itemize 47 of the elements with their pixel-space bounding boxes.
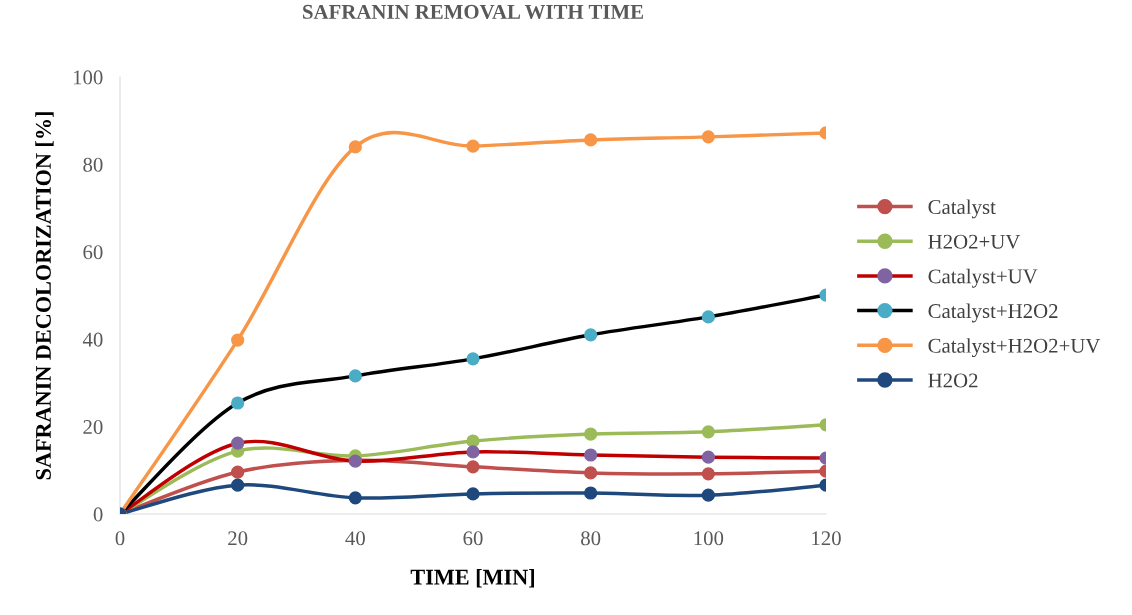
point bbox=[348, 491, 362, 505]
point bbox=[701, 450, 715, 464]
point bbox=[584, 486, 598, 500]
point bbox=[584, 328, 598, 342]
point bbox=[466, 445, 480, 459]
point bbox=[231, 465, 245, 479]
point bbox=[466, 487, 480, 501]
point bbox=[701, 488, 715, 502]
point bbox=[584, 427, 598, 441]
point bbox=[348, 369, 362, 383]
point bbox=[231, 333, 245, 347]
point bbox=[348, 140, 362, 154]
point bbox=[701, 130, 715, 144]
x-tick-label: 100 bbox=[694, 531, 724, 546]
legend-label: H2O2 bbox=[928, 373, 978, 388]
x-tick-label: 80 bbox=[581, 531, 601, 546]
x-tick-label: 0 bbox=[115, 531, 125, 546]
y-tick-label: 100 bbox=[73, 70, 103, 85]
y-tick-label: 40 bbox=[82, 332, 103, 347]
legend-label: H2O2+UV bbox=[928, 234, 1021, 249]
y-tick-label: 20 bbox=[83, 419, 103, 435]
x-tick-label: 120 bbox=[812, 531, 841, 546]
x-axis-title: TIME [MIN] bbox=[410, 569, 534, 588]
point bbox=[701, 425, 715, 439]
legend-label: Catalyst+H2O2 bbox=[928, 303, 1058, 323]
point bbox=[584, 133, 598, 147]
x-tick-label: 60 bbox=[463, 531, 483, 546]
point bbox=[584, 448, 598, 462]
y-tick-label: 80 bbox=[83, 157, 103, 172]
point bbox=[231, 436, 245, 450]
x-tick-label: 40 bbox=[345, 531, 365, 546]
y-tick-label: 0 bbox=[93, 507, 103, 522]
point bbox=[466, 139, 480, 153]
point bbox=[466, 460, 480, 474]
y-tick-label: 60 bbox=[83, 245, 103, 260]
y-axis-title: SAFRANIN DECOLORIZATION [%] bbox=[35, 112, 54, 480]
legend-label: Catalyst+H2O2+UV bbox=[928, 338, 1101, 358]
point bbox=[466, 352, 480, 366]
point bbox=[701, 467, 715, 481]
legend-label: Catalyst bbox=[928, 199, 996, 219]
point bbox=[701, 310, 715, 324]
x-tick-label: 20 bbox=[228, 531, 248, 546]
point bbox=[231, 478, 245, 492]
point bbox=[584, 466, 598, 480]
point bbox=[231, 396, 245, 410]
legend-label: Catalyst+UV bbox=[928, 268, 1038, 288]
chart-title: SAFRANIN REMOVAL WITH TIME bbox=[303, 4, 643, 19]
